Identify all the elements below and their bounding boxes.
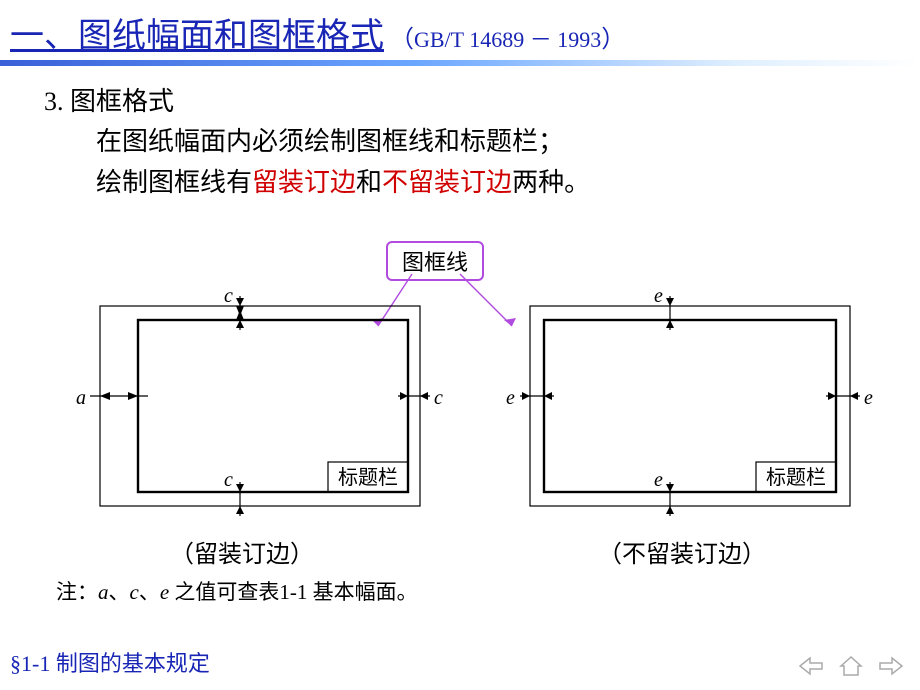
note-c: c: [130, 580, 139, 604]
footer: §1-1 制图的基本规定: [10, 646, 210, 678]
note-tail: 之值可查表1-1 基本幅面。: [169, 580, 418, 604]
next-button[interactable]: [876, 652, 906, 680]
standard-code: GB/T 14689 － 1993: [414, 27, 601, 52]
dim-c-top: c: [224, 286, 244, 330]
gradient-rule: [0, 60, 920, 66]
dim-c-right-label: c: [434, 387, 443, 409]
highlight-2: 不留装订边: [382, 168, 512, 197]
body-line2a: 绘制图框线有: [96, 168, 252, 197]
home-icon: [838, 654, 864, 678]
dim-e-right-label: e: [864, 387, 873, 409]
note-sep2: 、: [139, 580, 160, 604]
note-prefix: 注：: [56, 580, 98, 604]
body-line2: 绘制图框线有留装订边和不留装订边两种。: [96, 163, 890, 203]
titleblock-left-label: 标题栏: [338, 466, 398, 489]
title-main: 一、图纸幅面和图框格式: [10, 8, 384, 57]
nav-icons: [796, 652, 906, 680]
body-line1: 在图纸幅面内必须绘制图框线和标题栏；: [96, 122, 890, 162]
dim-e-top-label: e: [654, 286, 663, 307]
caption-left: （留装订边）: [170, 534, 314, 569]
body-line2b: 和: [356, 168, 382, 197]
title-standard: （GB/T 14689 － 1993）: [390, 19, 625, 54]
caption-right: （不留装订边）: [598, 534, 766, 569]
body-line2c: 两种。: [512, 168, 590, 197]
dim-c-top-label: c: [224, 286, 233, 307]
note: 注：a、c、e 之值可查表1-1 基本幅面。: [56, 576, 418, 606]
highlight-1: 留装订边: [252, 168, 356, 197]
home-button[interactable]: [836, 652, 866, 680]
dim-c-bottom-label: c: [224, 469, 233, 491]
diagram-area: 标题栏 a c c: [30, 286, 890, 546]
item-number: 3.: [44, 87, 64, 116]
note-e: e: [160, 580, 169, 604]
callout-box: 图框线: [386, 241, 484, 281]
dim-e-left-label: e: [506, 387, 515, 409]
callout-label: 图框线: [402, 250, 468, 275]
body-text: 3. 图框格式 在图纸幅面内必须绘制图框线和标题栏； 绘制图框线有留装订边和不留…: [44, 82, 890, 203]
diagram-left: 标题栏 a c c: [30, 286, 450, 526]
dim-e-top: e: [654, 286, 674, 330]
dim-a-label: a: [76, 387, 86, 409]
slide: 一、图纸幅面和图框格式 （GB/T 14689 － 1993） 3. 图框格式 …: [0, 0, 920, 690]
titleblock-right-label: 标题栏: [766, 466, 826, 489]
note-sep1: 、: [109, 580, 130, 604]
paren-close: ）: [601, 27, 625, 53]
paren-open: （: [390, 27, 414, 53]
item-title: 图框格式: [70, 87, 174, 116]
dim-e-bottom-label: e: [654, 469, 663, 491]
prev-button[interactable]: [796, 652, 826, 680]
title-bar: 一、图纸幅面和图框格式 （GB/T 14689 － 1993）: [10, 8, 910, 62]
note-a: a: [98, 580, 109, 604]
arrow-left-icon: [798, 655, 824, 677]
arrow-right-icon: [878, 655, 904, 677]
diagram-right: 标题栏 e e e: [480, 286, 900, 526]
